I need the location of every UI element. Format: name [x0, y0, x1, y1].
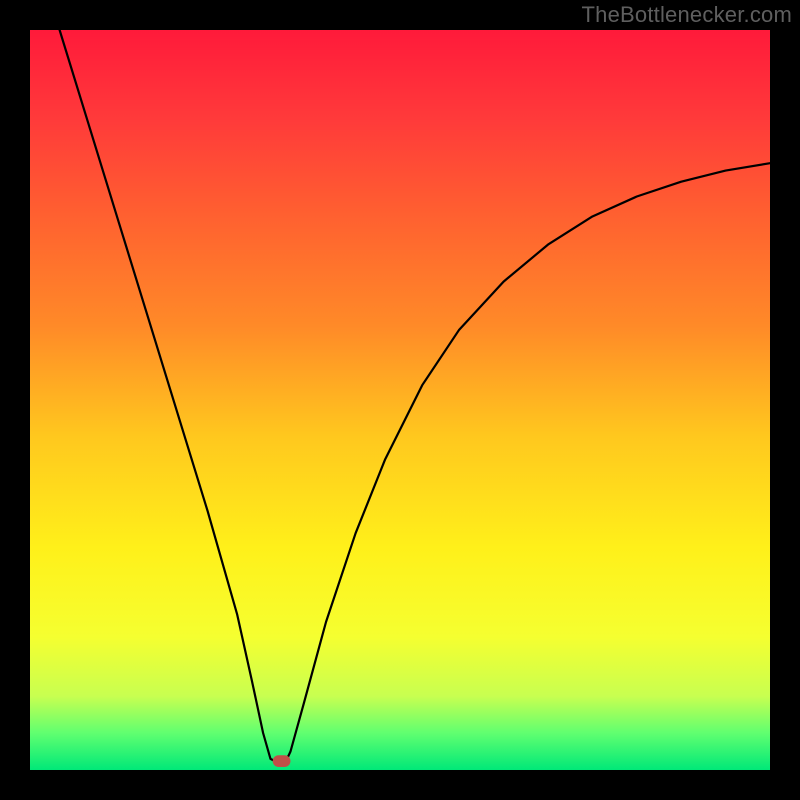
chart-frame: TheBottlenecker.com [0, 0, 800, 800]
plot-background [30, 30, 770, 770]
watermark-text: TheBottlenecker.com [582, 2, 792, 28]
bottleneck-chart [0, 0, 800, 800]
minimum-marker [273, 755, 291, 767]
